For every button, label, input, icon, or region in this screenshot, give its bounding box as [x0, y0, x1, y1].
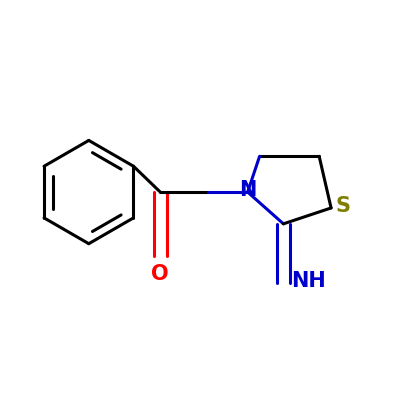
Text: NH: NH — [291, 272, 326, 292]
Text: N: N — [239, 180, 256, 200]
Text: S: S — [336, 196, 351, 216]
Text: O: O — [152, 264, 169, 284]
